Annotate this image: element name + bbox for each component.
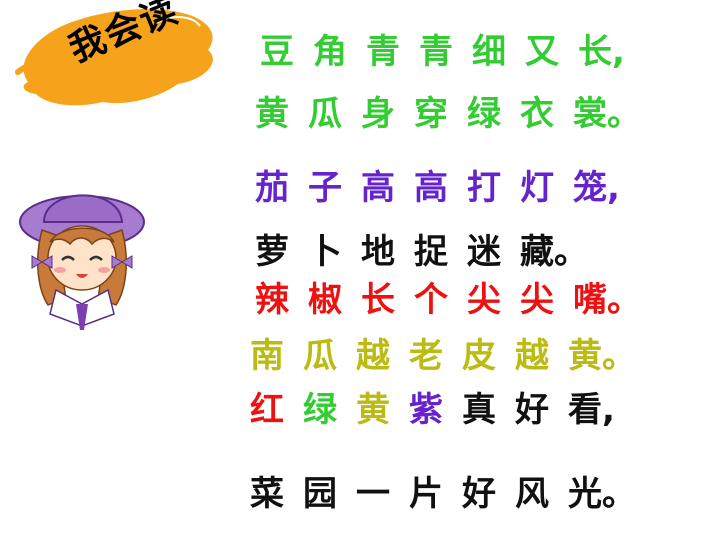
- poem-line: 茄子高高打灯笼,: [255, 160, 626, 209]
- poem-line: 菜园一片好风光。: [250, 466, 636, 515]
- poem-char: 黄: [356, 390, 390, 430]
- poem-char: 绿: [467, 94, 501, 134]
- poem-char: 辣: [255, 280, 289, 320]
- poem-char: 青: [419, 32, 453, 72]
- poem-char: 迷: [467, 232, 501, 272]
- poem-char: 黄: [255, 94, 289, 134]
- poem-char: 越: [356, 336, 390, 376]
- poem-char: 瓜: [303, 336, 337, 376]
- poem-line: 南瓜越老皮越黄。: [250, 328, 636, 377]
- poem-char: 尖: [520, 280, 554, 320]
- badge: 我会读: [8, 0, 218, 112]
- poem-line: 辣椒长个尖尖嘴。: [255, 272, 641, 321]
- cartoon-girl-icon: [19, 194, 145, 330]
- poem-char: 茄: [255, 168, 289, 208]
- poem-char: 高: [414, 168, 448, 208]
- poem-char: 藏。: [520, 232, 588, 272]
- poem-char: 角: [313, 32, 347, 72]
- poem-char: 豆: [260, 32, 294, 72]
- poem-char: 风: [515, 474, 549, 514]
- poem-line: 豆角青青细又长,: [260, 24, 631, 73]
- poem-char: 长,: [578, 32, 625, 72]
- poem-char: 片: [409, 474, 443, 514]
- poem-char: 红: [250, 390, 284, 430]
- poem-char: 笼,: [573, 168, 620, 208]
- poem-char: 看,: [568, 390, 615, 430]
- poem-char: 黄。: [568, 336, 636, 376]
- poem-char: 捉: [414, 232, 448, 272]
- poem-char: 身: [361, 94, 395, 134]
- poem-char: 嘴。: [573, 280, 641, 320]
- poem-char: 越: [515, 336, 549, 376]
- poem-char: 衣: [520, 94, 554, 134]
- poem-char: 又: [525, 32, 559, 72]
- poem-char: 穿: [414, 94, 448, 134]
- poem-char: 尖: [467, 280, 501, 320]
- poem-char: 子: [308, 168, 342, 208]
- orange-splash-icon: [15, 9, 213, 106]
- cartoon-girl: [14, 180, 154, 340]
- poem-char: 真: [462, 390, 496, 430]
- poem-char: 瓜: [308, 94, 342, 134]
- poem-char: 青: [366, 32, 400, 72]
- poem-char: 菜: [250, 474, 284, 514]
- poem-char: 打: [467, 168, 501, 208]
- poem-char: 紫: [409, 390, 443, 430]
- poem-char: 南: [250, 336, 284, 376]
- poem-char: 园: [303, 474, 337, 514]
- poem-char: 长: [361, 280, 395, 320]
- poem-char: 个: [414, 280, 448, 320]
- poem-char: 裳。: [573, 94, 641, 134]
- poem-char: 光。: [568, 474, 636, 514]
- poem-char: 萝: [255, 232, 289, 272]
- poem-char: 皮: [462, 336, 496, 376]
- poem-line: 红绿黄紫真好看,: [250, 382, 621, 431]
- poem-char: 椒: [308, 280, 342, 320]
- poem-char: 老: [409, 336, 443, 376]
- poem-char: 好: [515, 390, 549, 430]
- poem-char: 地: [361, 232, 395, 272]
- poem-line: 萝卜地捉迷藏。: [255, 224, 588, 273]
- poem-char: 一: [356, 474, 390, 514]
- poem-char: 灯: [520, 168, 554, 208]
- poem-char: 细: [472, 32, 506, 72]
- poem-line: 黄瓜身穿绿衣裳。: [255, 86, 641, 135]
- poem-char: 卜: [308, 232, 342, 272]
- poem-char: 高: [361, 168, 395, 208]
- poem-char: 好: [462, 474, 496, 514]
- poem-char: 绿: [303, 390, 337, 430]
